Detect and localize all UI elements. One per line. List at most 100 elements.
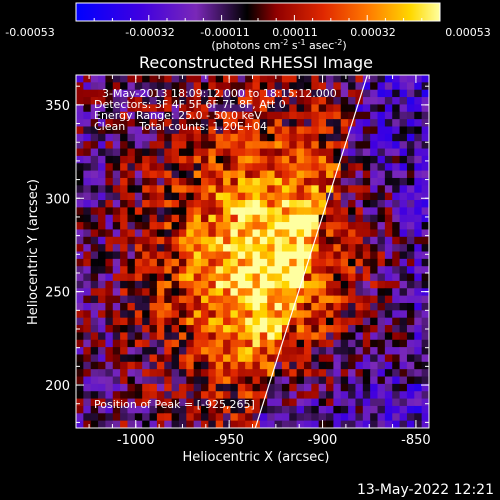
heatmap-pixel xyxy=(156,361,165,370)
heatmap-pixel xyxy=(267,192,276,201)
heatmap-pixel xyxy=(348,420,357,428)
heatmap-pixel xyxy=(186,192,195,201)
heatmap-pixel xyxy=(370,97,379,106)
heatmap-pixel xyxy=(90,325,99,333)
colorbar-tick-label: 0.00053 xyxy=(445,26,491,39)
heatmap-pixel xyxy=(421,420,429,428)
heatmap-pixel xyxy=(406,229,415,238)
heatmap-pixel xyxy=(326,413,334,422)
heatmap-pixel xyxy=(142,89,151,98)
heatmap-pixel xyxy=(421,236,429,245)
heatmap-pixel xyxy=(120,369,129,378)
heatmap-pixel xyxy=(406,148,415,157)
heatmap-pixel xyxy=(348,141,357,150)
heatmap-pixel xyxy=(76,222,84,231)
heatmap-pixel xyxy=(303,347,312,356)
heatmap-pixel xyxy=(223,295,232,304)
heatmap-pixel xyxy=(112,273,121,282)
heatmap-pixel xyxy=(384,185,393,194)
heatmap-pixel xyxy=(267,155,276,164)
heatmap-pixel xyxy=(237,339,246,348)
heatmap-pixel xyxy=(223,383,232,392)
heatmap-pixel xyxy=(83,229,92,238)
heatmap-pixel xyxy=(164,361,173,370)
heatmap-pixel xyxy=(399,420,408,428)
heatmap-pixel xyxy=(76,236,84,245)
heatmap-pixel xyxy=(303,236,312,245)
heatmap-pixel xyxy=(208,177,217,186)
heatmap-pixel xyxy=(392,229,401,238)
heatmap-pixel xyxy=(340,155,349,164)
heatmap-pixel xyxy=(127,369,136,378)
heatmap-pixel xyxy=(362,325,371,333)
heatmap-pixel xyxy=(274,163,283,172)
heatmap-pixel xyxy=(105,332,114,341)
heatmap-pixel xyxy=(215,75,224,83)
heatmap-pixel xyxy=(83,75,92,83)
heatmap-pixel xyxy=(326,244,334,253)
heatmap-pixel xyxy=(98,420,107,428)
heatmap-pixel xyxy=(259,119,268,128)
heatmap-pixel xyxy=(274,354,283,363)
heatmap-pixel xyxy=(348,97,357,106)
heatmap-pixel xyxy=(134,413,143,422)
heatmap-pixel xyxy=(289,170,298,179)
heatmap-pixel xyxy=(289,82,298,91)
heatmap-pixel xyxy=(296,369,305,378)
heatmap-pixel xyxy=(105,111,114,120)
heatmap-pixel xyxy=(303,361,312,370)
heatmap-pixel xyxy=(296,361,305,370)
heatmap-pixel xyxy=(303,413,312,422)
heatmap-pixel xyxy=(134,347,143,356)
heatmap-pixel xyxy=(201,280,209,289)
heatmap-pixel xyxy=(406,302,415,311)
heatmap-pixel xyxy=(223,369,232,378)
heatmap-pixel xyxy=(311,398,320,407)
heatmap-pixel xyxy=(223,192,232,201)
heatmap-pixel xyxy=(355,119,364,128)
heatmap-pixel xyxy=(230,229,239,238)
heatmap-pixel xyxy=(326,185,334,194)
heatmap-pixel xyxy=(370,295,379,304)
heatmap-pixel xyxy=(406,75,415,83)
heatmap-pixel xyxy=(76,413,84,422)
heatmap-pixel xyxy=(171,148,180,157)
heatmap-pixel xyxy=(348,339,357,348)
heatmap-pixel xyxy=(83,148,92,157)
heatmap-pixel xyxy=(156,420,165,428)
heatmap-pixel xyxy=(127,295,136,304)
heatmap-pixel xyxy=(414,148,423,157)
heatmap-pixel xyxy=(296,89,305,98)
heatmap-pixel xyxy=(223,97,232,106)
heatmap-pixel xyxy=(414,200,423,208)
heatmap-pixel xyxy=(274,361,283,370)
heatmap-pixel xyxy=(414,141,423,150)
heatmap-pixel xyxy=(171,236,180,245)
heatmap-pixel xyxy=(340,391,349,400)
heatmap-pixel xyxy=(370,310,379,319)
heatmap-pixel xyxy=(156,413,165,422)
heatmap-pixel xyxy=(414,229,423,238)
colorbar-tick-label: -0.00053 xyxy=(5,26,54,39)
heatmap-pixel xyxy=(340,163,349,172)
heatmap-pixel xyxy=(156,200,165,208)
heatmap-pixel xyxy=(370,236,379,245)
heatmap-pixel xyxy=(362,222,371,231)
heatmap-pixel xyxy=(370,192,379,201)
heatmap-pixel xyxy=(76,266,84,275)
heatmap-pixel xyxy=(142,222,151,231)
heatmap-pixel xyxy=(230,369,239,378)
heatmap-pixel xyxy=(76,200,84,208)
heatmap-pixel xyxy=(370,369,379,378)
heatmap-pixel xyxy=(120,207,129,216)
heatmap-pixel xyxy=(171,244,180,253)
heatmap-pixel xyxy=(348,310,357,319)
heatmap-pixel xyxy=(142,82,151,91)
heatmap-pixel xyxy=(223,398,232,407)
heatmap-pixel xyxy=(90,405,99,414)
heatmap-pixel xyxy=(127,273,136,282)
heatmap-pixel xyxy=(90,369,99,378)
heatmap-pixel xyxy=(142,185,151,194)
heatmap-pixel xyxy=(318,126,327,135)
heatmap-pixel xyxy=(149,104,158,113)
